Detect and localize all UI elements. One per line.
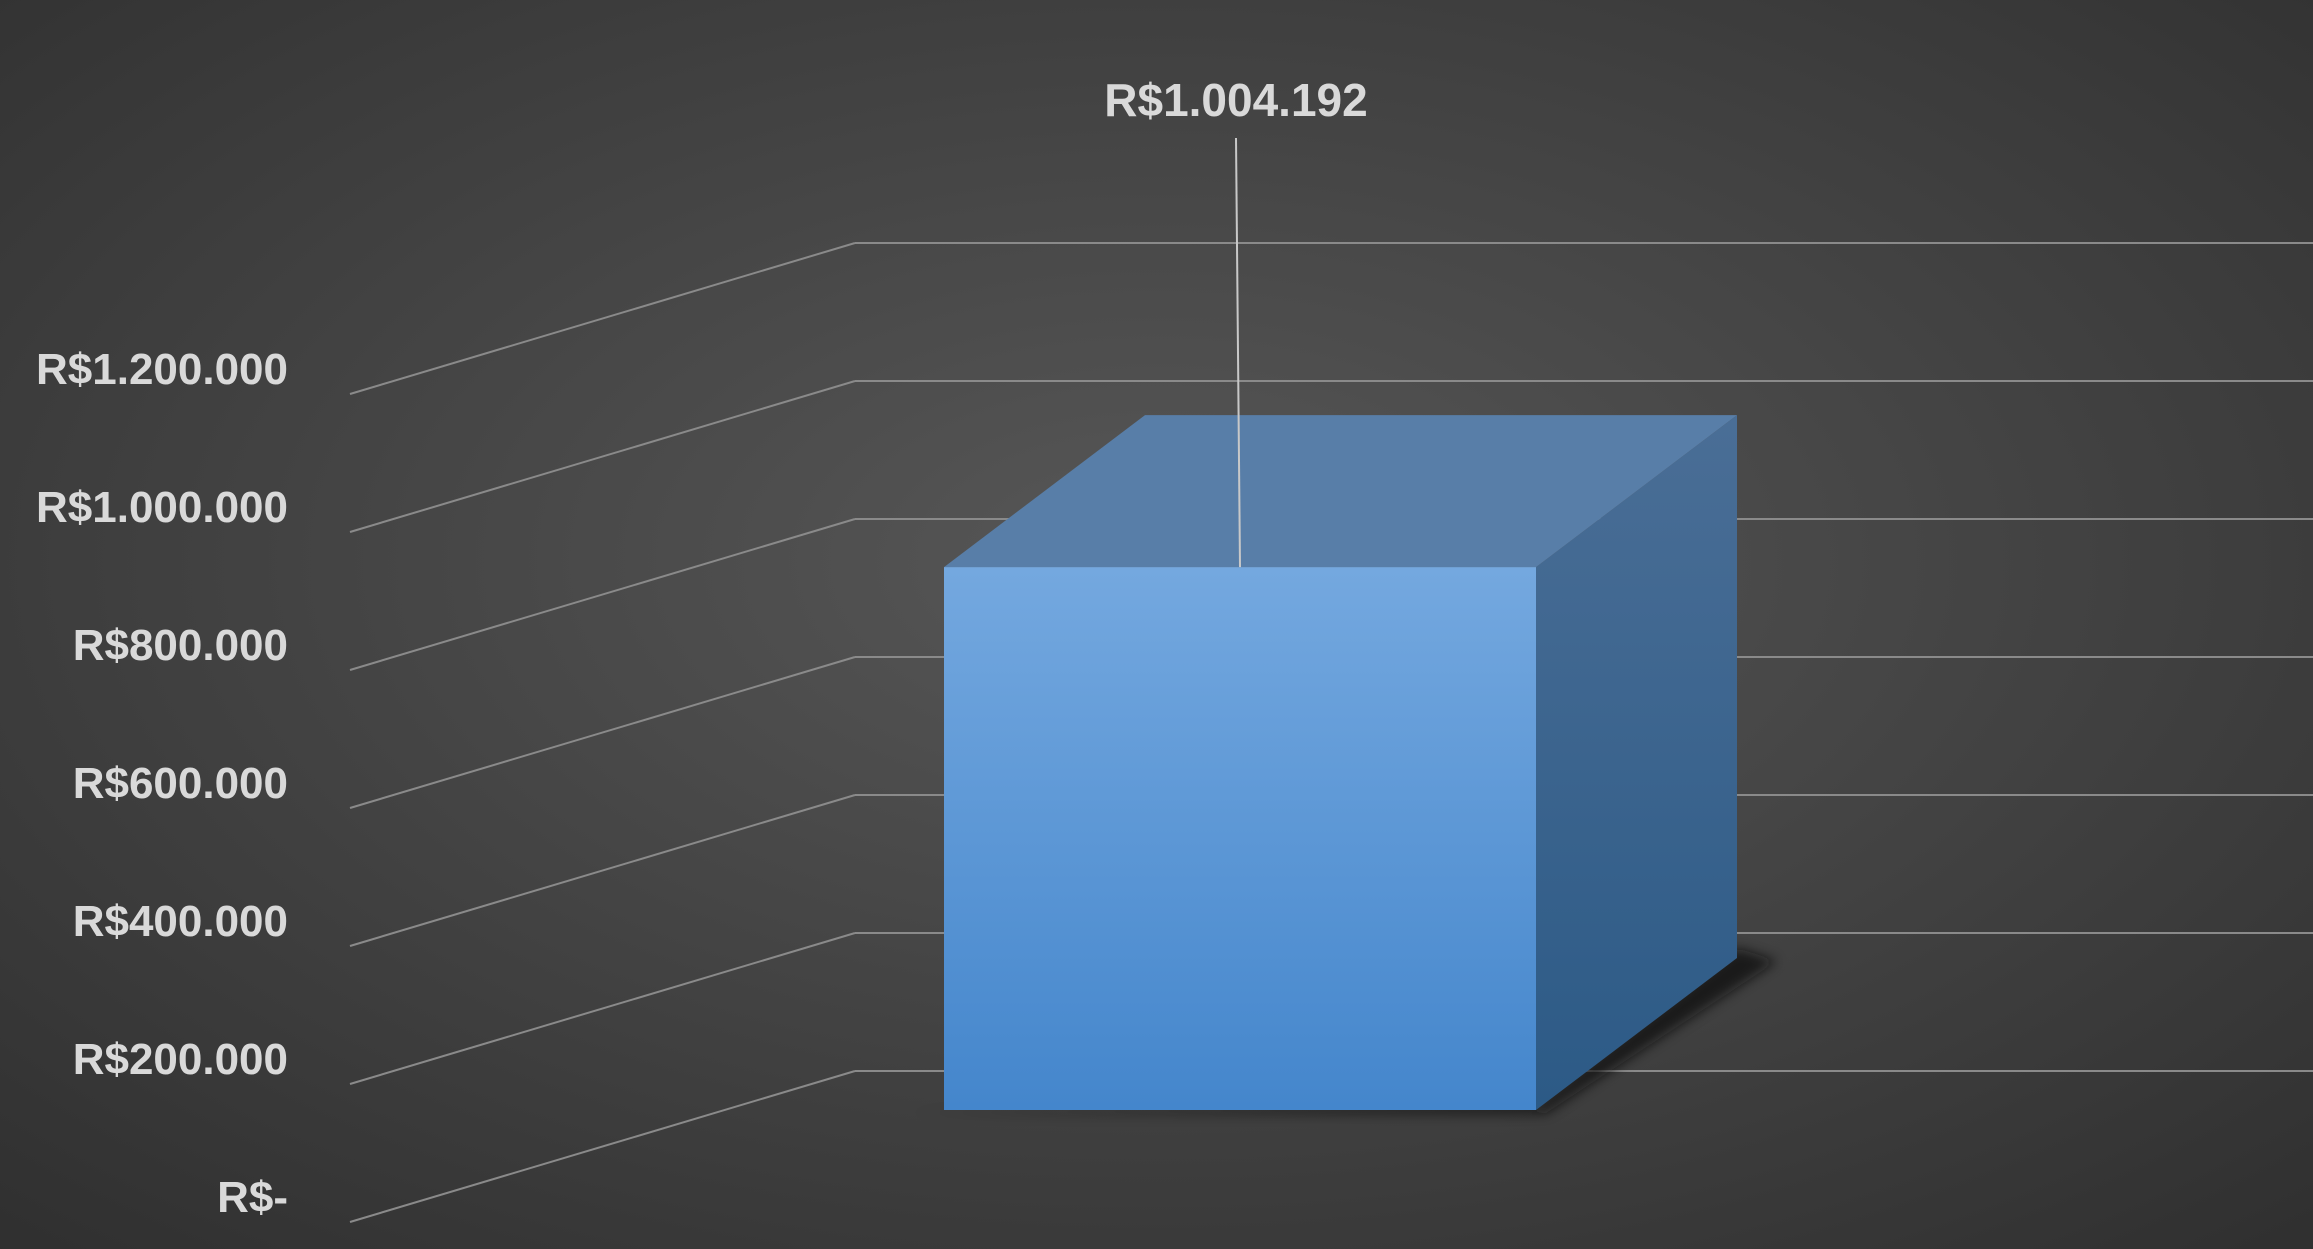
bar-front-face bbox=[944, 567, 1536, 1110]
bars bbox=[909, 415, 1777, 1113]
data-labels: R$1.004.192 bbox=[1104, 74, 1368, 568]
y-tick-label: R$- bbox=[217, 1173, 288, 1222]
bar-top-face bbox=[944, 415, 1737, 568]
gridline bbox=[349, 380, 2313, 533]
y-tick-label: R$1.200.000 bbox=[36, 345, 288, 394]
y-axis-labels: R$- R$200.000 R$400.000 R$600.000 R$800.000 R… bbox=[36, 345, 288, 1222]
y-tick-label: R$600.000 bbox=[73, 759, 288, 808]
y-tick-label: R$200.000 bbox=[73, 1035, 288, 1084]
bar bbox=[909, 415, 1777, 1113]
data-label: R$1.004.192 bbox=[1104, 74, 1367, 126]
y-tick-label: R$800.000 bbox=[73, 621, 288, 670]
data-label-leader-line bbox=[1235, 137, 1241, 568]
gridline bbox=[349, 242, 2313, 395]
y-tick-label: R$1.000.000 bbox=[36, 483, 288, 532]
y-tick-label: R$400.000 bbox=[73, 897, 288, 946]
bar-side-face bbox=[1536, 415, 1737, 1110]
